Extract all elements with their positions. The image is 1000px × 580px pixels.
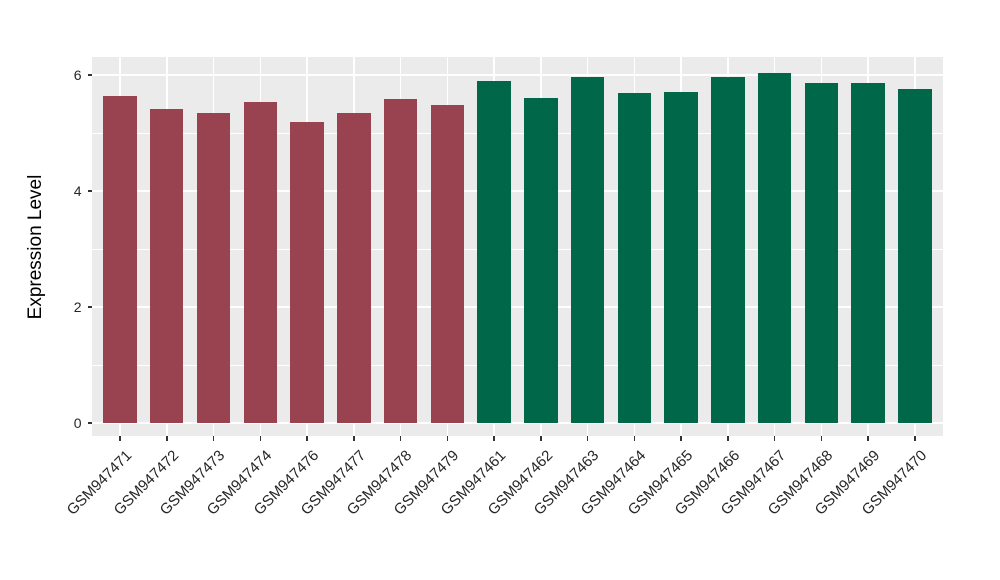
bar-GSM947476 [290, 121, 324, 423]
bar-GSM947464 [617, 92, 652, 423]
x-tick-mark [773, 436, 776, 441]
x-tick-mark [306, 436, 308, 441]
x-tick-mark [166, 436, 168, 441]
bar-GSM947468 [804, 83, 839, 423]
bar-GSM947467 [757, 73, 792, 423]
x-tick-mark [493, 436, 495, 441]
x-tick-mark [119, 436, 121, 441]
x-tick-mark [867, 436, 869, 441]
bar-GSM947469 [851, 82, 885, 423]
gridline-major-y [92, 306, 943, 308]
x-tick-mark [680, 436, 682, 441]
gridline-major-y [92, 74, 943, 76]
y-tick-mark [87, 422, 92, 424]
gridline-minor-y [92, 364, 943, 366]
bar-GSM947477 [337, 113, 371, 423]
gridline-minor-y [92, 132, 943, 134]
bar-GSM947461 [477, 80, 511, 423]
y-tick-label: 0 [73, 415, 82, 431]
x-tick-mark [820, 436, 823, 441]
gridline-major-y [92, 422, 943, 424]
bar-GSM947465 [664, 91, 698, 423]
x-tick-mark [446, 436, 449, 441]
x-tick-mark [399, 436, 402, 441]
y-tick-mark [87, 190, 92, 192]
plot-panel [92, 57, 943, 436]
y-tick-label: 2 [73, 299, 82, 315]
bar-GSM947462 [524, 98, 558, 423]
bar-GSM947473 [196, 112, 231, 423]
bar-GSM947471 [103, 96, 137, 423]
bar-GSM947470 [898, 88, 932, 423]
bar-GSM947474 [243, 102, 277, 423]
x-tick-mark [259, 436, 262, 441]
x-tick-mark [540, 436, 542, 441]
bar-GSM947479 [430, 104, 465, 423]
gridline-major-y [92, 190, 943, 192]
bar-GSM947472 [150, 108, 184, 423]
x-tick-mark [633, 436, 636, 441]
x-tick-mark [353, 436, 355, 441]
x-tick-mark [727, 436, 729, 441]
bar-GSM947478 [383, 98, 418, 423]
y-tick-mark [87, 74, 92, 76]
y-tick-label: 4 [73, 183, 82, 199]
x-tick-mark [586, 436, 589, 441]
y-tick-mark [87, 306, 92, 308]
y-tick-label: 6 [73, 67, 82, 83]
bar-GSM947466 [711, 76, 745, 423]
gridline-minor-y [92, 248, 943, 250]
x-tick-mark [914, 436, 916, 441]
x-tick-mark [212, 436, 215, 441]
bar-GSM947463 [570, 77, 605, 423]
